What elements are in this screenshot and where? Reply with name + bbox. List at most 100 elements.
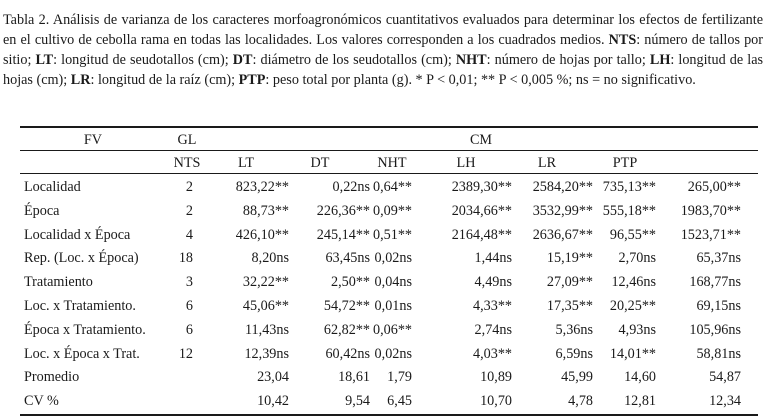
table-cell: 12,39ns [244, 346, 289, 362]
table-cell: 18 [178, 250, 193, 266]
table-cell: 18,61 [338, 369, 370, 385]
table-cell: 2,74ns [474, 322, 512, 338]
table-cell: 15,19** [546, 250, 593, 266]
row-label: Tratamiento [24, 274, 93, 290]
table-cell: 1983,70** [680, 203, 741, 219]
header-gl: GL [177, 132, 197, 148]
table-cell: 426,10** [235, 227, 289, 243]
table-cell: 12,46ns [611, 274, 656, 290]
table-cell: 2389,30** [451, 179, 512, 195]
table-cell: 4,49ns [474, 274, 512, 290]
table-cell: 12,34 [709, 393, 741, 409]
abbreviation-term: LT [35, 52, 54, 68]
table-cell: 2584,20** [532, 179, 593, 195]
table-cell: 6,59ns [555, 346, 593, 362]
table-cell: 4,03** [472, 346, 512, 362]
abbreviation-term: NHT [455, 52, 487, 68]
table-cell: 6,45 [387, 393, 412, 409]
abbreviation-description: : número de tallos por sitio; [3, 32, 763, 68]
header-mid-rule [20, 150, 758, 151]
table-cell: 32,22** [242, 274, 289, 290]
table-cell: 62,82** [323, 322, 370, 338]
header-bottom-rule [20, 173, 758, 174]
caption-intro: Tabla 2. Análisis de varianza de los car… [3, 12, 763, 48]
header-ptp: PTP [612, 155, 638, 171]
abbreviation-description: : longitud de la raíz (cm); [90, 72, 239, 88]
table-bottom-rule [20, 414, 758, 416]
abbreviation-term: LH [649, 52, 671, 68]
table-cell: 4,93ns [618, 322, 656, 338]
row-label: Época x Tratamiento. [24, 322, 146, 338]
table-cell: 65,37ns [696, 250, 741, 266]
header-nht: NHT [377, 155, 407, 171]
header-lr: LR [537, 155, 557, 171]
table-cell: 4,78 [568, 393, 593, 409]
table-cell: 8,20ns [251, 250, 289, 266]
table-cell: 823,22** [235, 179, 289, 195]
header-fv: FV [83, 132, 103, 148]
table-cell: 88,73** [242, 203, 289, 219]
table-cell: 11,43ns [244, 322, 289, 338]
table-cell: 63,45ns [325, 250, 370, 266]
table-cell: 45,99 [561, 369, 593, 385]
row-label: CV % [24, 393, 59, 409]
table-cell: 5,36ns [555, 322, 593, 338]
row-label: Rep. (Loc. x Época) [24, 250, 139, 266]
table-cell: 10,89 [480, 369, 512, 385]
table-cell: 0,22ns [332, 179, 370, 195]
table-cell: 555,18** [602, 203, 656, 219]
header-lt: LT [237, 155, 255, 171]
table-cell: 45,06** [242, 298, 289, 314]
header-dt: DT [310, 155, 330, 171]
table-cell: 0,01ns [374, 298, 412, 314]
table-cell: 0,64** [372, 179, 412, 195]
abbreviation-description: : peso total por planta (g). * P < 0,01;… [265, 72, 696, 88]
abbreviation-term: DT [232, 52, 253, 68]
table-cell: 2,50** [330, 274, 370, 290]
table-cell: 14,01** [609, 346, 656, 362]
table-cell: 2 [185, 179, 193, 195]
table-cell: 27,09** [546, 274, 593, 290]
table-cell: 14,60 [624, 369, 656, 385]
table-cell: 105,96ns [689, 322, 741, 338]
abbreviation-description: : longitud de seudotallos (cm); [53, 52, 233, 68]
header-cm: CM [469, 132, 493, 148]
abbreviation-description: : número de hojas por tallo; [486, 52, 650, 68]
table-cell: 2164,48** [451, 227, 512, 243]
table-cell: 20,25** [609, 298, 656, 314]
table-cell: 54,72** [323, 298, 370, 314]
table-cell: 12,81 [624, 393, 656, 409]
table-cell: 2,70ns [618, 250, 656, 266]
table-cell: 0,04ns [374, 274, 412, 290]
row-label: Localidad x Época [24, 227, 131, 243]
table-cell: 2636,67** [532, 227, 593, 243]
table-cell: 17,35** [546, 298, 593, 314]
table-cell: 10,42 [257, 393, 289, 409]
row-label: Época [24, 203, 60, 219]
row-label: Localidad [24, 179, 81, 195]
table-cell: 2 [185, 203, 193, 219]
table-cell: 6 [185, 322, 193, 338]
table-cell: 3 [185, 274, 193, 290]
table-cell: 9,54 [345, 393, 370, 409]
table-cell: 0,51** [372, 227, 412, 243]
table-cell: 69,15ns [696, 298, 741, 314]
table-cell: 10,70 [480, 393, 512, 409]
table-cell: 60,42ns [325, 346, 370, 362]
row-label: Loc. x Época x Trat. [24, 346, 140, 362]
abbreviation-term: PTP [238, 72, 266, 88]
table-cell: 0,02ns [374, 346, 412, 362]
abbreviation-term: NTS [608, 32, 637, 48]
row-label: Promedio [24, 369, 80, 385]
table-cell: 23,04 [257, 369, 289, 385]
table-cell: 96,55** [609, 227, 656, 243]
table-cell: 0,09** [372, 203, 412, 219]
table-cell: 6 [185, 298, 193, 314]
header-lh: LH [456, 155, 476, 171]
table-cell: 245,14** [316, 227, 370, 243]
abbreviation-list: NTS: número de tallos por sitio; LT: lon… [3, 32, 763, 88]
table-cell: 12 [178, 346, 193, 362]
table-cell: 58,81ns [696, 346, 741, 362]
table-cell: 735,13** [602, 179, 656, 195]
